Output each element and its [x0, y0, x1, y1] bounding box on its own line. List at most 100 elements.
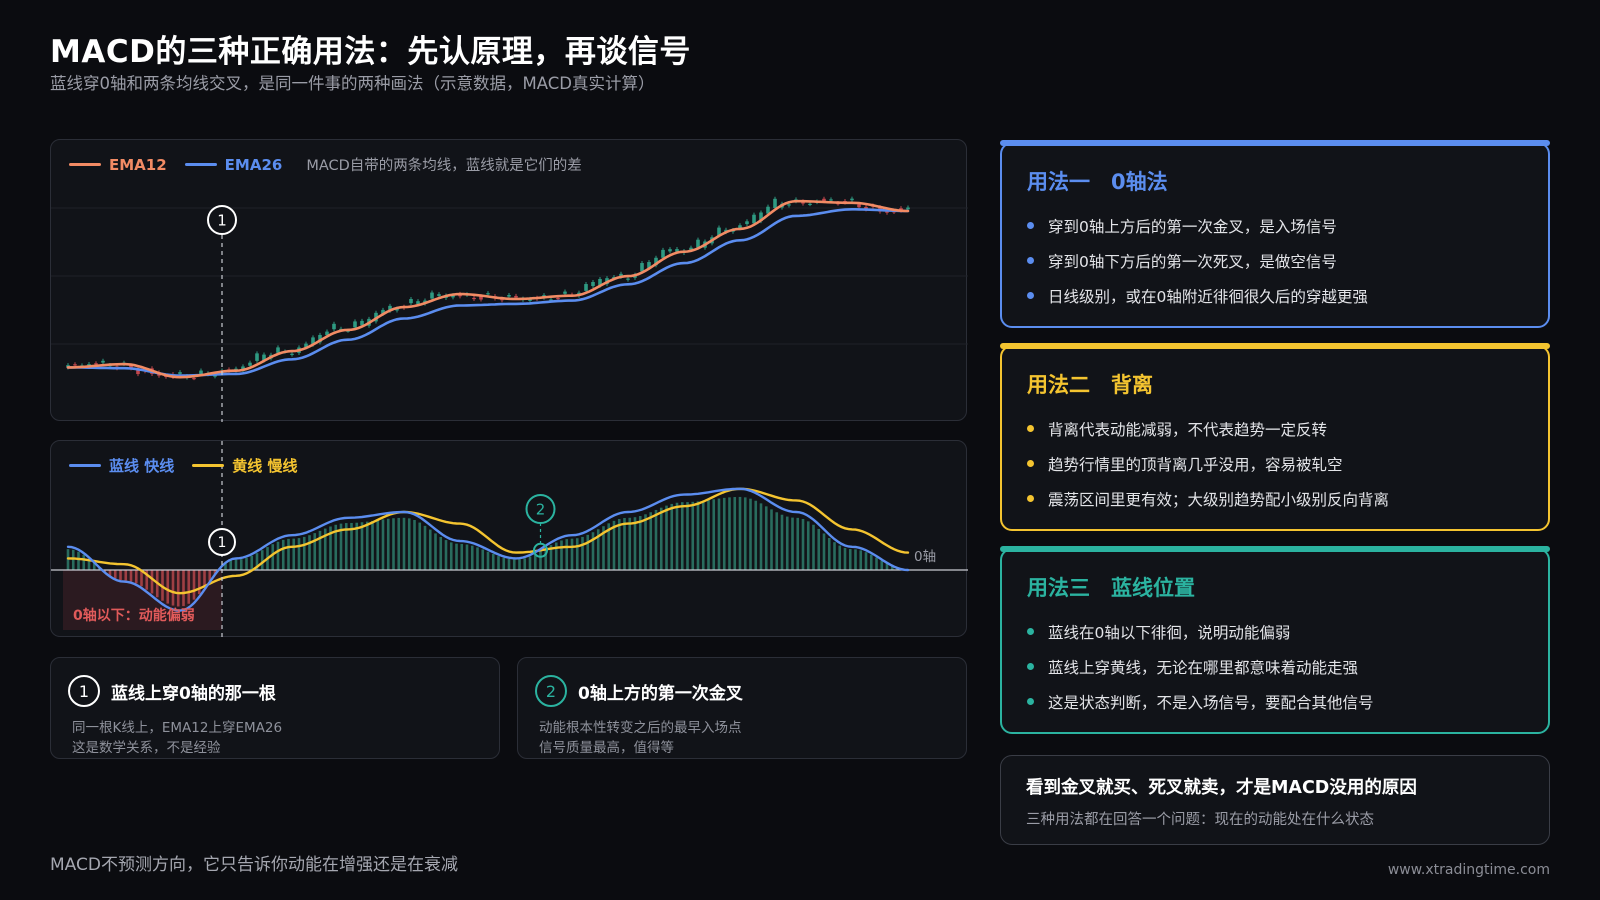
histogram-bar: [428, 529, 432, 570]
histogram-bar: [92, 563, 96, 570]
histogram-bar: [838, 545, 842, 570]
list-item-text: 蓝线在0轴以下徘徊，说明动能偏弱: [1048, 623, 1291, 642]
histogram-bar: [234, 559, 238, 570]
histogram-bar: [654, 509, 658, 570]
histogram-bar: [791, 517, 794, 570]
histogram-bar: [544, 548, 548, 570]
histogram-bar: [187, 570, 191, 604]
histogram-bar: [213, 570, 217, 575]
list-item: 震荡区间里更有效；大级别趋势配小级别反向背离: [1027, 481, 1389, 516]
summary-card: 看到金叉就买、死叉就卖，才是MACD没用的原因 三种用法都在回答一个问题：现在的…: [1000, 755, 1550, 845]
histogram-bar: [323, 528, 327, 570]
histogram-bar: [701, 500, 705, 570]
candle-body: [689, 247, 693, 250]
histogram-bar: [413, 519, 416, 570]
histogram-bar: [738, 496, 742, 570]
list-item: 蓝线上穿黄线，无论在哪里都意味着动能走强: [1027, 649, 1374, 684]
candle-body: [507, 294, 511, 297]
histogram-bar: [318, 530, 322, 570]
candle-body: [864, 206, 868, 210]
candle-body: [899, 208, 903, 211]
candle-body: [199, 370, 203, 375]
histogram-bar: [329, 526, 332, 570]
histogram-bar: [376, 520, 380, 570]
histogram-bar: [528, 556, 532, 570]
price-chart-panel: 1 EMA12 EMA26 MACD自带的两条均线，蓝线就是它们的差: [50, 139, 968, 422]
list-item: 穿到0轴下方后的第一次死叉，是做空信号: [1027, 243, 1368, 278]
histogram-bar: [670, 503, 674, 570]
candle-body: [381, 309, 385, 314]
candle-body: [353, 321, 357, 328]
histogram-bar: [129, 570, 133, 582]
ema26-swatch: [184, 163, 217, 166]
histogram-bar: [176, 570, 180, 607]
candle-body: [661, 249, 665, 258]
histogram-bar: [817, 528, 821, 570]
histogram-bar: [407, 518, 411, 570]
histogram-bar: [287, 538, 290, 570]
histogram-bar: [260, 550, 264, 570]
histogram-bar: [449, 542, 453, 570]
histogram-bar: [707, 500, 710, 570]
candle-body: [129, 365, 133, 369]
note-2-line-2: 信号质量最高，值得等: [539, 740, 674, 756]
candle-body: [773, 198, 777, 208]
note-card-2: 2 0轴上方的第一次金叉 动能根本性转变之后的最早入场点 信号质量最高，值得等: [517, 657, 967, 759]
histogram-bar: [843, 547, 847, 570]
candle-body: [668, 249, 672, 252]
histogram-bar: [659, 507, 663, 570]
slow-swatch: [192, 464, 225, 467]
note-1-line-2: 这是数学关系，不是经验: [72, 740, 221, 756]
page-title: MACD的三种正确用法：先认原理，再谈信号: [50, 34, 691, 70]
legend-ema12-label: EMA12: [109, 155, 167, 174]
footer-text: MACD不预测方向，它只告诉你动能在增强还是在衰减: [50, 855, 458, 875]
histogram-bar: [780, 514, 784, 570]
histogram-bar: [418, 522, 422, 570]
histogram-bar: [465, 544, 469, 570]
usage-card-2: 用法二 背离 背离代表动能减弱，不代表趋势一定反转 趋势行情里的顶背离几乎没用，…: [1000, 343, 1550, 531]
note-2-title: 0轴上方的第一次金叉: [578, 684, 743, 704]
note-card-1: 1 蓝线上穿0轴的那一根 同一根K线上，EMA12上穿EMA26 这是数学关系，…: [50, 657, 500, 759]
usage-card-2-bar: [1000, 343, 1550, 349]
marker-2-cross-ring: [533, 542, 548, 558]
histogram-bar: [392, 518, 395, 570]
candle-body: [213, 375, 217, 377]
candle-body: [787, 204, 791, 206]
histogram-bar: [250, 555, 254, 570]
histogram-bar: [481, 549, 485, 570]
list-item: 背离代表动能减弱，不代表趋势一定反转: [1027, 411, 1389, 446]
histogram-bar: [770, 509, 773, 570]
list-item: 趋势行情里的顶背离几乎没用，容易被轧空: [1027, 446, 1389, 481]
histogram-bar: [691, 501, 695, 570]
list-item-text: 蓝线上穿黄线，无论在哪里都意味着动能走强: [1048, 658, 1359, 677]
fast-line: [66, 487, 910, 612]
list-item-text: 趋势行情里的顶背离几乎没用，容易被轧空: [1048, 455, 1343, 474]
candle-body: [479, 296, 483, 300]
histogram-bar: [523, 558, 527, 570]
histogram-bar: [192, 570, 196, 600]
histogram-bar: [869, 554, 873, 570]
histogram-bar: [880, 560, 884, 570]
histogram-bar: [549, 545, 553, 570]
candle-body: [192, 378, 196, 380]
histogram-bar: [229, 560, 233, 570]
usage-card-1-bar: [1000, 140, 1550, 146]
histogram-bar: [586, 534, 590, 570]
histogram-bar: [82, 554, 86, 570]
summary-title: 看到金叉就买、死叉就卖，才是MACD没用的原因: [1026, 778, 1417, 798]
candle-body: [556, 297, 560, 300]
histogram-bar: [565, 539, 569, 570]
histogram-bar: [596, 529, 600, 570]
histogram-bar: [749, 498, 752, 570]
candle-body: [318, 334, 322, 343]
histogram-bar: [859, 550, 863, 570]
macd-legend: 蓝线 快线 黄线 慢线: [69, 455, 315, 476]
histogram-bar: [486, 551, 490, 570]
histogram-bar: [271, 544, 275, 570]
histogram-bar: [875, 557, 878, 570]
histogram-bar: [712, 499, 716, 570]
candle-body: [311, 337, 315, 345]
histogram-bar: [150, 570, 154, 594]
candle-body: [472, 297, 476, 300]
list-item-text: 穿到0轴下方后的第一次死叉，是做空信号: [1048, 252, 1337, 271]
